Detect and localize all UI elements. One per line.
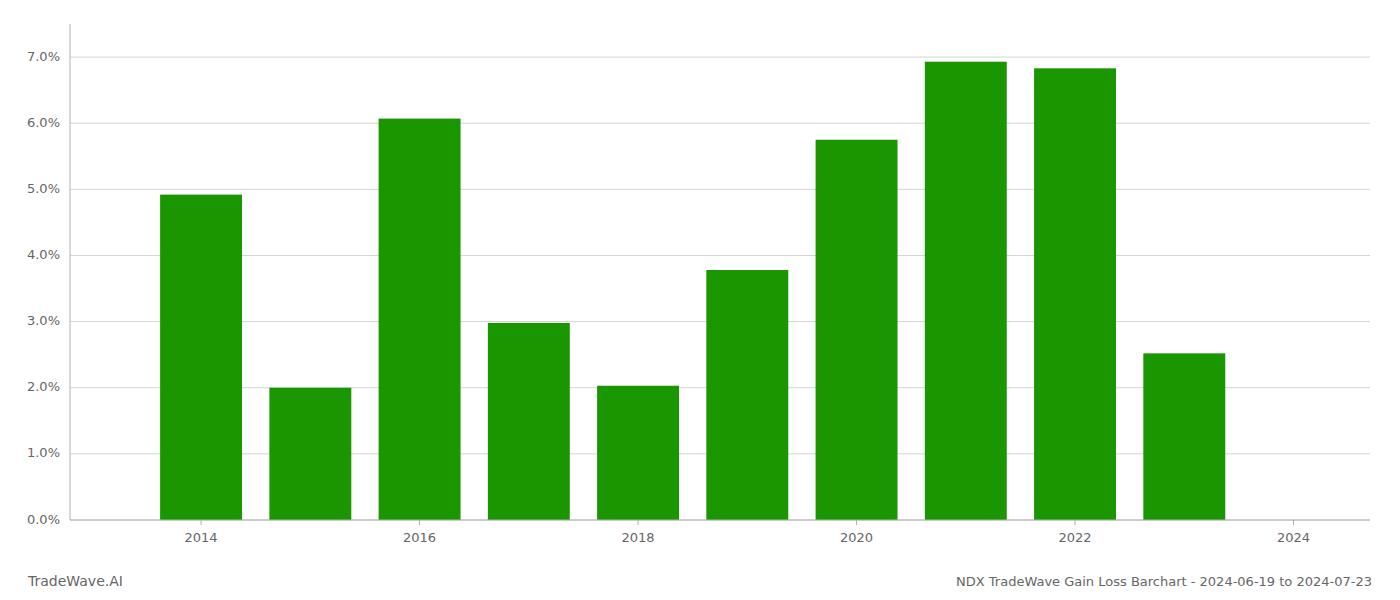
y-tick-label: 6.0% <box>27 115 60 130</box>
x-axis: 2014 2016 2018 2020 2022 2024 <box>185 520 1311 545</box>
x-axis-line <box>70 520 1370 521</box>
y-tick-label: 7.0% <box>27 49 60 64</box>
bar <box>269 388 351 520</box>
grid-line <box>70 255 1370 256</box>
y-tick-label: 1.0% <box>27 445 60 460</box>
chart-svg: 0.0% 1.0% 2.0% 3.0% 4.0% 5.0% 6.0% 7.0% 2014 2016… <box>0 0 1400 600</box>
bar <box>160 195 242 520</box>
x-tick <box>638 520 639 525</box>
bar <box>1143 353 1225 520</box>
y-tick-label: 0.0% <box>27 512 60 527</box>
x-tick <box>201 520 202 525</box>
y-axis: 0.0% 1.0% 2.0% 3.0% 4.0% 5.0% 6.0% 7.0% <box>27 49 1370 527</box>
x-tick <box>419 520 420 525</box>
background <box>0 0 1400 600</box>
x-tick-label: 2014 <box>185 530 218 545</box>
bar <box>816 140 898 520</box>
x-tick <box>1075 520 1076 525</box>
bar <box>925 62 1007 520</box>
bars <box>160 62 1225 520</box>
bar <box>1034 68 1116 520</box>
bar <box>488 323 570 520</box>
bar <box>706 270 788 520</box>
x-tick <box>856 520 857 525</box>
bar <box>379 119 461 520</box>
grid-line <box>70 123 1370 124</box>
chart-container: 0.0% 1.0% 2.0% 3.0% 4.0% 5.0% 6.0% 7.0% 2014 2016… <box>0 0 1400 600</box>
x-tick-label: 2022 <box>1058 530 1091 545</box>
x-tick-label: 2020 <box>840 530 873 545</box>
grid-line <box>70 189 1370 190</box>
x-tick-label: 2016 <box>403 530 436 545</box>
x-tick-label: 2018 <box>622 530 655 545</box>
title: NDX TradeWave Gain Loss Barchart - 2024-… <box>956 574 1372 589</box>
grid-line <box>70 520 1370 521</box>
watermark: TradeWave.AI <box>27 573 123 589</box>
x-tick <box>1293 520 1294 525</box>
y-axis-line <box>70 24 71 520</box>
y-tick-label: 3.0% <box>27 313 60 328</box>
y-tick-label: 4.0% <box>27 247 60 262</box>
x-tick-label: 2024 <box>1277 530 1310 545</box>
grid-line <box>70 57 1370 58</box>
y-tick-label: 2.0% <box>27 379 60 394</box>
y-tick-label: 5.0% <box>27 181 60 196</box>
bar <box>597 386 679 520</box>
